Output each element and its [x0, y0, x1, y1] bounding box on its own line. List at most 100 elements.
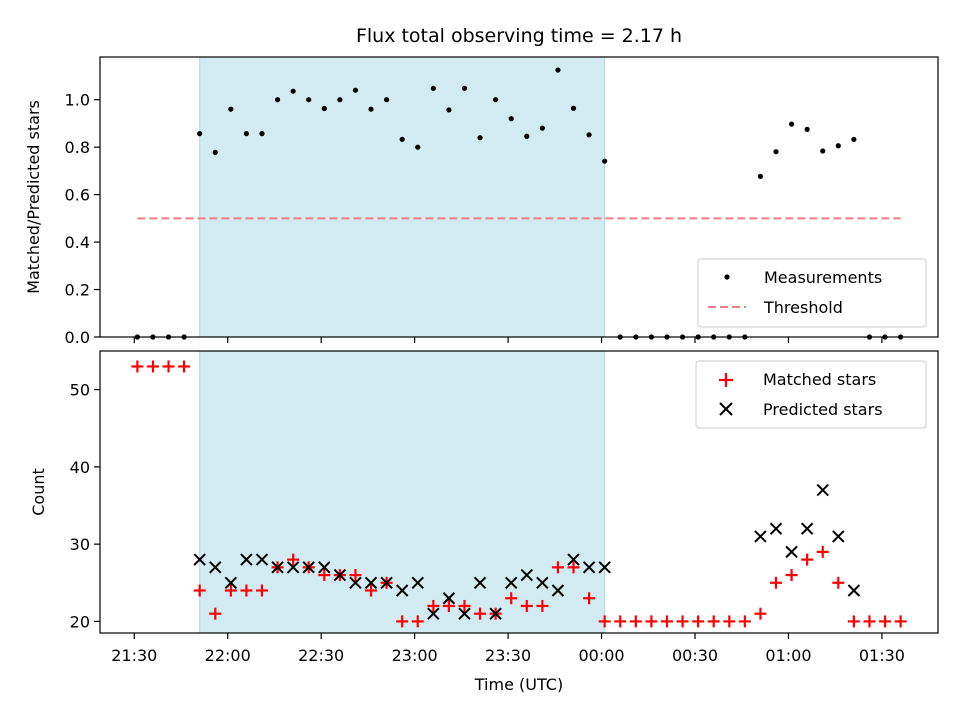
- matched-star-point: [318, 569, 331, 582]
- xtick-label: 01:30: [859, 646, 905, 665]
- top-panel: 0.0 0.2 0.4 0.6 0.8 1.0 Matched/Predicted sta…: [24, 56, 939, 347]
- top-ytick-label: 0.6: [65, 186, 90, 205]
- predicted-star-point: [193, 553, 206, 566]
- top-ytick-label: 0.0: [65, 328, 90, 347]
- xtick-label: 00:00: [578, 646, 624, 665]
- xtick-label: 01:00: [765, 646, 811, 665]
- matched-star-point: [178, 360, 191, 373]
- legend-matched-label: Matched stars: [763, 370, 876, 389]
- matched-star-point: [442, 599, 455, 612]
- matched-star-point: [193, 584, 206, 597]
- legend-threshold-label: Threshold: [763, 298, 843, 317]
- bottom-shaded-interval: [199, 350, 606, 634]
- predicted-star-point: [286, 561, 300, 574]
- matched-star-point: [629, 615, 642, 628]
- top-ytick-label: 0.8: [65, 138, 90, 157]
- matched-star-point: [770, 576, 783, 589]
- measurement-point: [197, 131, 203, 137]
- predicted-star-point: [224, 576, 238, 589]
- predicted-star-point: [847, 584, 861, 597]
- predicted-star-point: [473, 576, 487, 589]
- top-y-axis-label: Matched/Predicted stars: [24, 100, 43, 294]
- matched-star-point: [723, 615, 736, 628]
- xtick-label: 00:30: [672, 646, 718, 665]
- matched-star-point: [707, 615, 720, 628]
- measurement-point: [415, 144, 421, 150]
- measurement-point: [274, 97, 281, 103]
- matched-star-point: [536, 599, 549, 612]
- predicted-star-point: [209, 561, 222, 574]
- matched-star-point: [816, 545, 829, 558]
- xtick-label: 22:00: [205, 646, 251, 665]
- chart-title: Flux total observing time = 2.17 h: [356, 25, 682, 47]
- measurement-point: [586, 132, 592, 138]
- measurement-point: [602, 158, 608, 164]
- measurement-point: [820, 148, 826, 154]
- predicted-star-point: [458, 607, 471, 620]
- measurement-point: [212, 149, 218, 155]
- predicted-star-point: [411, 576, 424, 589]
- matched-star-point: [349, 569, 362, 582]
- matched-star-point: [458, 599, 471, 612]
- matched-star-point: [146, 360, 159, 373]
- legend-predicted-label: Predicted stars: [763, 400, 883, 419]
- matched-star-point: [894, 615, 907, 628]
- matched-star-point: [598, 615, 611, 628]
- x-axis-label: Time (UTC): [474, 675, 563, 694]
- predicted-star-point: [567, 553, 580, 566]
- matched-star-point: [162, 360, 175, 373]
- measurement-point: [384, 97, 390, 103]
- bottom-panel: 20 30 40 50 21:30 22:00 22:30 23:00 23:30 00:00 0…: [29, 350, 939, 694]
- top-ytick-label: 1.0: [65, 91, 90, 110]
- top-legend: Measurements Threshold: [697, 258, 927, 328]
- measurement-point: [399, 136, 405, 142]
- matched-star-point: [676, 615, 689, 628]
- predicted-star-point: [754, 530, 767, 543]
- measurement-point: [228, 106, 234, 112]
- predicted-star-point: [442, 592, 456, 605]
- measurement-point: [446, 107, 452, 113]
- matched-star-point: [255, 584, 268, 597]
- measurement-point: [835, 143, 841, 149]
- measurement-point: [757, 173, 764, 179]
- legend-measurements-label: Measurements: [764, 268, 882, 287]
- matched-star-point: [738, 615, 751, 628]
- predicted-star-point: [364, 576, 378, 589]
- predicted-star-point: [318, 561, 331, 574]
- matched-star-point: [131, 360, 144, 373]
- measurement-point: [352, 87, 359, 93]
- matched-star-point: [209, 607, 222, 620]
- matched-star-point: [551, 561, 564, 574]
- matched-star-point: [240, 584, 253, 597]
- predicted-star-point: [255, 553, 269, 566]
- matched-star-point: [879, 615, 892, 628]
- bottom-ytick-label: 40: [70, 458, 90, 477]
- matched-star-point: [692, 615, 705, 628]
- measurement-point: [259, 131, 265, 137]
- legend-predicted-marker: [719, 402, 733, 416]
- matched-star-point: [614, 615, 627, 628]
- measurement-point: [290, 88, 296, 94]
- predicted-star-point: [489, 607, 502, 620]
- predicted-star-point: [505, 576, 518, 589]
- measurement-point: [306, 97, 312, 103]
- predicted-star-point: [769, 522, 783, 535]
- measurement-point: [851, 136, 857, 142]
- matched-star-point: [801, 553, 814, 566]
- matched-star-point: [365, 584, 378, 597]
- predicted-star-point: [832, 530, 845, 543]
- bottom-plot-frame: [99, 350, 939, 634]
- matched-star-point: [396, 615, 409, 628]
- measurement-point: [430, 85, 436, 91]
- measurement-point: [570, 105, 577, 111]
- matched-star-point: [505, 592, 518, 605]
- measurement-point: [788, 121, 795, 127]
- measurement-point: [508, 116, 514, 122]
- bottom-ytick-label: 30: [70, 535, 90, 554]
- matched-star-point: [427, 599, 440, 612]
- measurement-point: [243, 131, 250, 137]
- measurement-point: [539, 125, 545, 131]
- predicted-star-point: [271, 561, 284, 574]
- matched-star-point: [847, 615, 860, 628]
- matched-star-point: [567, 561, 580, 574]
